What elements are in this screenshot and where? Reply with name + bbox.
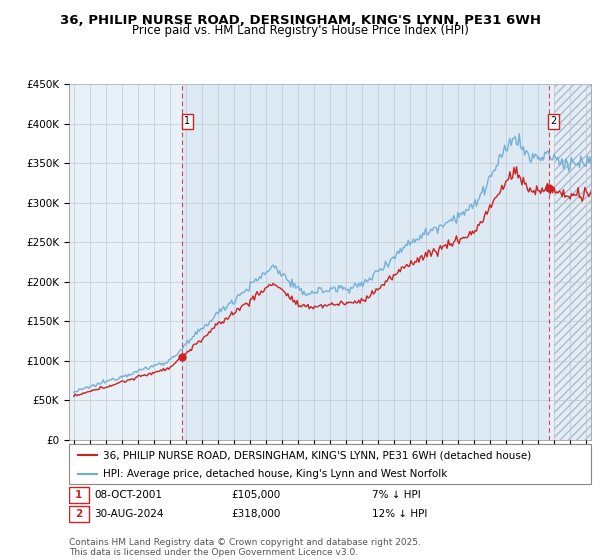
Text: £105,000: £105,000 [231, 490, 280, 500]
Bar [182, 84, 549, 440]
Bar [554, 84, 591, 440]
Text: 36, PHILIP NURSE ROAD, DERSINGHAM, KING'S LYNN, PE31 6WH (detached house): 36, PHILIP NURSE ROAD, DERSINGHAM, KING'… [103, 450, 531, 460]
Bar [554, 84, 591, 440]
Text: 1: 1 [75, 490, 83, 500]
Text: Contains HM Land Registry data © Crown copyright and database right 2025.
This d: Contains HM Land Registry data © Crown c… [69, 538, 421, 557]
Bar [554, 84, 591, 440]
FancyBboxPatch shape [69, 444, 591, 484]
FancyBboxPatch shape [69, 506, 89, 522]
Text: 2: 2 [75, 509, 83, 519]
Text: HPI: Average price, detached house, King's Lynn and West Norfolk: HPI: Average price, detached house, King… [103, 469, 448, 479]
Text: £318,000: £318,000 [231, 509, 280, 519]
Text: 36, PHILIP NURSE ROAD, DERSINGHAM, KING'S LYNN, PE31 6WH: 36, PHILIP NURSE ROAD, DERSINGHAM, KING'… [59, 14, 541, 27]
Text: 08-OCT-2001: 08-OCT-2001 [94, 490, 162, 500]
Text: 12% ↓ HPI: 12% ↓ HPI [372, 509, 427, 519]
FancyBboxPatch shape [69, 487, 89, 503]
Text: 1: 1 [184, 116, 190, 127]
Text: 30-AUG-2024: 30-AUG-2024 [94, 509, 164, 519]
Text: 2: 2 [550, 116, 557, 127]
Text: 7% ↓ HPI: 7% ↓ HPI [372, 490, 421, 500]
Text: Price paid vs. HM Land Registry's House Price Index (HPI): Price paid vs. HM Land Registry's House … [131, 24, 469, 37]
